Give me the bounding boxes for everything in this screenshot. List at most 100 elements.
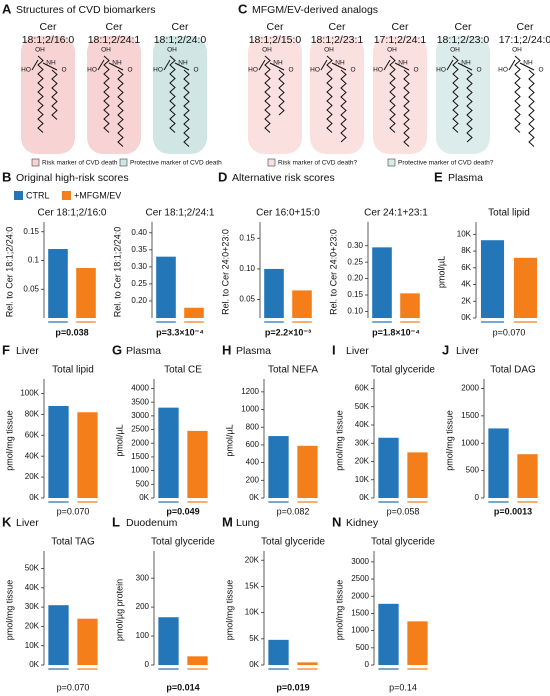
y-tick-label: 1000 <box>461 438 479 447</box>
head-bond <box>508 59 516 71</box>
molecule-name: Cer <box>329 21 346 33</box>
chart-title: Cer 24:1+23:1 <box>364 208 428 219</box>
y-axis-label: pmol/mg tissue <box>444 410 454 471</box>
y-tick-label: 60K <box>355 384 370 393</box>
bar <box>488 428 509 498</box>
panel-tissue: Liver <box>16 517 39 529</box>
y-tick-label: 60K <box>25 430 40 439</box>
head-bond <box>42 62 58 71</box>
y-axis-label: pmol/mg tissue <box>4 580 14 641</box>
head-bond <box>31 59 39 71</box>
p-value: p=0.038 <box>55 327 88 337</box>
atom-label: NH <box>112 60 122 67</box>
y-tick-label: 30K <box>25 602 40 611</box>
atom-label: HO <box>436 67 446 74</box>
p-value: p=3.3×10⁻⁴ <box>156 327 204 337</box>
y-tick-label: 10K <box>245 608 260 617</box>
y-tick-label: 50K <box>25 564 40 573</box>
panel-tissue: Liver <box>346 345 369 357</box>
head-bond <box>519 62 535 71</box>
y-axis-label: pmol/µg protein <box>114 579 124 641</box>
y-tick-label: 0.10 <box>239 264 255 273</box>
panel-letter: D <box>218 169 227 184</box>
y-tick-label: 0 <box>365 660 370 669</box>
molecule-species: 18:1;2/16:0 <box>22 34 75 46</box>
atom-label: HO <box>21 67 31 74</box>
atom-label: NH <box>461 60 471 67</box>
panel-letter: A <box>2 1 12 16</box>
bar <box>264 268 284 318</box>
bar <box>156 256 176 318</box>
p-value: p=0.070 <box>493 327 526 337</box>
head-bond <box>331 62 347 71</box>
head-bond <box>320 59 328 71</box>
y-tick-label: 0.20 <box>131 296 147 305</box>
y-axis-label: Rel. to Cer 24:0+23:0 <box>328 229 338 315</box>
y-tick-label: 20K <box>25 472 40 481</box>
y-tick-label: 2000 <box>461 384 479 393</box>
y-tick-label: 200 <box>136 602 150 611</box>
p-value: p=0.082 <box>277 506 310 516</box>
p-value: p=0.049 <box>166 506 199 516</box>
bar <box>400 293 420 318</box>
bar <box>297 662 318 665</box>
bar <box>268 436 289 498</box>
y-tick-label: 2500 <box>131 425 149 434</box>
panel-tissue: Plasma <box>448 172 483 184</box>
y-axis-label: pmol/mg tissue <box>224 580 234 641</box>
p-value: p=2.2×10⁻³ <box>265 327 311 337</box>
bar <box>513 257 538 318</box>
atom-label: NH <box>523 60 533 67</box>
y-tick-label: 4K <box>461 280 471 289</box>
atom-label: O <box>127 67 132 74</box>
fatty-acyl-chain <box>528 69 535 147</box>
fatty-acyl-chain <box>403 69 410 147</box>
y-tick-label: 40K <box>25 451 40 460</box>
atom-label: NH <box>398 60 408 67</box>
legend-label: Risk marker of CVD death? <box>278 160 357 167</box>
atom-label: O <box>288 67 293 74</box>
molecule-species: 18:1;2/23:0 <box>437 34 490 46</box>
bar <box>480 240 505 318</box>
panel-letter: G <box>112 342 122 357</box>
atom-label: HO <box>153 67 163 74</box>
panel-letter: I <box>332 342 336 357</box>
head-bond <box>97 59 105 71</box>
y-tick-label: 1000 <box>241 405 259 414</box>
y-tick-label: 0.20 <box>347 274 363 283</box>
molecule-name: Cer <box>267 21 284 33</box>
panel-letter: H <box>222 342 231 357</box>
molecule-background <box>248 36 302 154</box>
atom-label: OH <box>387 47 397 54</box>
y-tick-label: 10K <box>457 229 472 238</box>
head-bond <box>174 62 190 71</box>
panel-title: Original high-risk scores <box>16 172 129 184</box>
y-tick-label: 3000 <box>131 411 149 420</box>
legend-swatch <box>31 158 40 167</box>
legend-label: Risk marker of CVD death <box>42 160 118 167</box>
bar <box>158 617 179 665</box>
panel-title: Structures of CVD biomarkers <box>16 4 155 16</box>
y-tick-label: 0.05 <box>239 295 255 304</box>
legend-label: CTRL <box>26 190 50 200</box>
y-tick-label: 1200 <box>241 387 259 396</box>
y-tick-label: 20K <box>245 555 260 564</box>
y-tick-label: 0K <box>29 493 39 502</box>
y-tick-label: 300 <box>136 573 150 582</box>
legend-swatch <box>14 191 23 200</box>
panel-letter: C <box>238 1 248 16</box>
y-axis-label: Rel. to Cer 24:0+23:0 <box>220 229 230 315</box>
head-bond <box>108 62 124 71</box>
atom-label: OH <box>450 47 460 54</box>
bar <box>407 452 428 498</box>
y-tick-label: 4000 <box>131 384 149 393</box>
y-tick-label: 0.25 <box>347 257 363 266</box>
atom-label: OH <box>167 47 177 54</box>
atom-label: O <box>61 67 66 74</box>
y-tick-label: 0.15 <box>23 227 39 236</box>
y-tick-label: 500 <box>356 643 370 652</box>
y-tick-label: 0K <box>359 493 369 502</box>
y-tick-label: 1500 <box>351 609 369 618</box>
fatty-acyl-chain <box>278 69 285 116</box>
y-tick-label: 500 <box>136 479 150 488</box>
